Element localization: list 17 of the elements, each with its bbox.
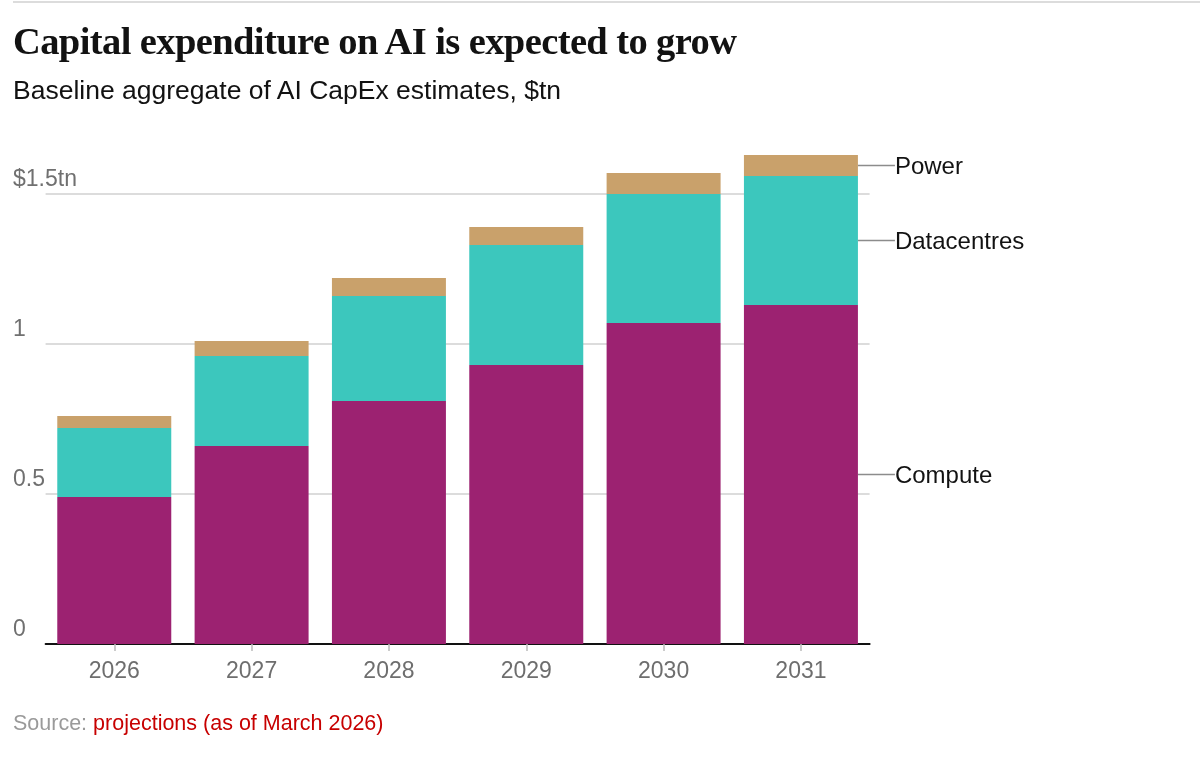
series-label: Compute (894, 461, 993, 488)
y-tick-label: $1.5tn (13, 164, 77, 191)
text: projections (as of March 2026) (93, 711, 384, 735)
x-tick-label: 2030 (638, 656, 690, 683)
chart-title: Capital expenditure on AI is expected to grow (13, 19, 737, 63)
chart-subtitle: Baseline aggregate of AI CapEx estimates, $tn (13, 75, 561, 106)
x-tick-label: 2027 (226, 656, 278, 683)
series-label: Power (894, 152, 963, 179)
x-tick-label: 2028 (363, 656, 415, 683)
y-tick-label: 1 (13, 314, 26, 341)
y-tick-label: 0.5 (13, 464, 45, 491)
source-note: Source: (13, 711, 88, 735)
y-tick-label: 0 (13, 614, 26, 641)
x-tick-label: 2026 (88, 656, 140, 683)
x-tick-label: 2031 (775, 656, 827, 683)
x-tick-label: 2029 (500, 656, 552, 683)
series-label: Datacentres (894, 227, 1025, 254)
